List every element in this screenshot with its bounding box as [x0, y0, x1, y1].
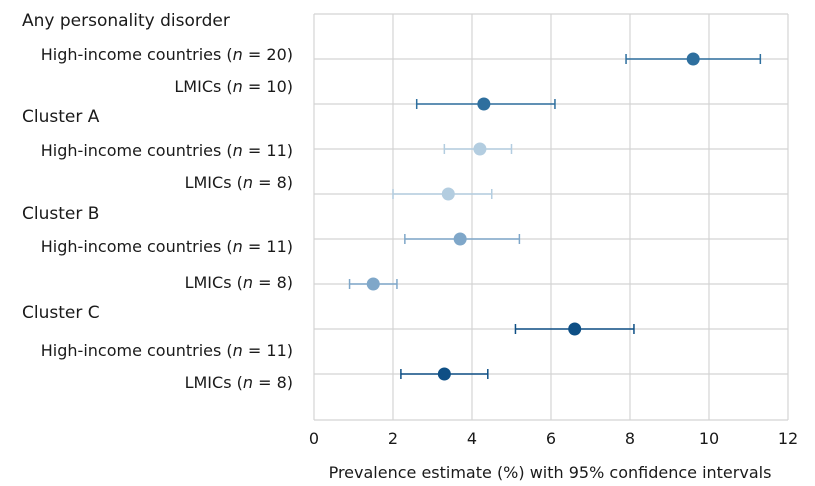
- x-tick-label: 6: [546, 429, 556, 448]
- estimate-point: [437, 367, 451, 381]
- group-title: Cluster A: [22, 107, 100, 127]
- estimate-point: [441, 187, 455, 201]
- row-label: LMICs (n = 8): [185, 373, 293, 392]
- row-label: High-income countries (n = 11): [41, 341, 293, 360]
- grid: [313, 13, 789, 421]
- estimate-point: [366, 277, 380, 291]
- group-title: Cluster C: [22, 303, 100, 323]
- estimate-point: [477, 97, 491, 111]
- estimate-point: [686, 52, 700, 66]
- x-tick-label: 8: [625, 429, 635, 448]
- x-axis-title: Prevalence estimate (%) with 95% confide…: [329, 463, 772, 482]
- x-tick-label: 4: [467, 429, 477, 448]
- estimate-point: [568, 322, 582, 336]
- row-label: LMICs (n = 8): [185, 173, 293, 192]
- estimate-point: [473, 142, 487, 156]
- x-tick-label: 2: [388, 429, 398, 448]
- estimate-point: [453, 232, 467, 246]
- x-axis-ticks: 0 2 4 6 8 10 12: [309, 429, 798, 448]
- row-label: LMICs (n = 8): [185, 273, 293, 292]
- x-tick-label: 10: [699, 429, 719, 448]
- confidence-intervals: [348, 52, 762, 381]
- row-label: High-income countries (n = 20): [41, 45, 293, 64]
- row-label: High-income countries (n = 11): [41, 237, 293, 256]
- row-label: High-income countries (n = 11): [41, 141, 293, 160]
- group-title: Any personality disorder: [22, 11, 230, 31]
- group-title: Cluster B: [22, 204, 99, 224]
- x-tick-label: 0: [309, 429, 319, 448]
- row-labels: Any personality disorder High-income coun…: [22, 11, 293, 392]
- row-label: LMICs (n = 10): [174, 77, 293, 96]
- x-tick-label: 12: [778, 429, 798, 448]
